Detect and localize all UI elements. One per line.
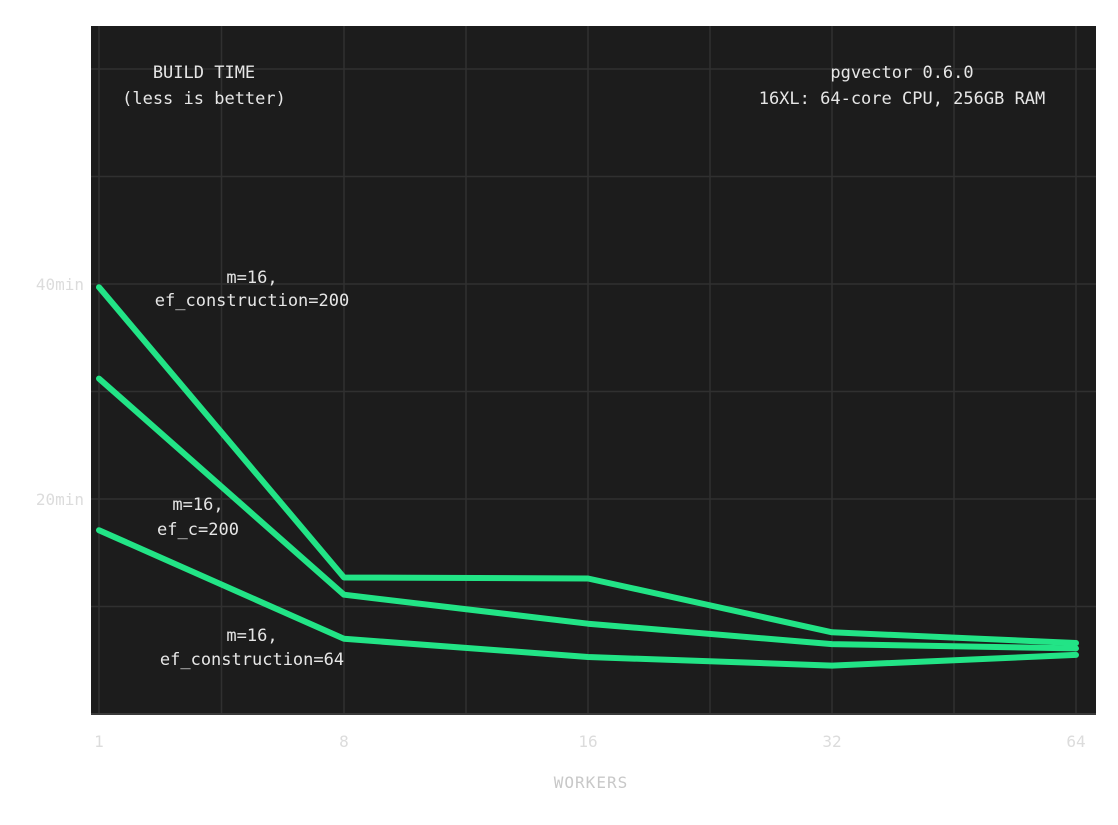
chart-info-line-2: 16XL: 64-core CPU, 256GB RAM <box>759 89 1046 109</box>
y-tick-label-40min: 40min <box>36 275 84 294</box>
series-lines <box>96 284 1079 669</box>
x-tick-label-8: 8 <box>339 732 349 751</box>
x-tick-label-1: 1 <box>94 732 104 751</box>
x-tick-label-64: 64 <box>1066 732 1085 751</box>
series-line-1 <box>96 284 1079 646</box>
chart-title: BUILD TIME <box>153 63 255 83</box>
series-label-2-line-2: ef_c=200 <box>157 520 239 540</box>
series-line-3 <box>96 527 1079 669</box>
series-label-3-line-2: ef_construction=64 <box>160 650 344 670</box>
plot-background <box>91 26 1096 714</box>
x-axis-label: WORKERS <box>554 773 628 792</box>
grid-lines <box>91 26 1096 714</box>
x-tick-label-32: 32 <box>822 732 841 751</box>
y-tick-labels: 20min 40min <box>36 275 84 509</box>
series-label-2-line-1: m=16, <box>172 495 223 515</box>
chart-subtitle: (less is better) <box>122 89 286 109</box>
x-tick-labels: 1 8 16 32 64 <box>94 732 1085 751</box>
chart-info-line-1: pgvector 0.6.0 <box>830 63 973 83</box>
y-tick-label-20min: 20min <box>36 490 84 509</box>
series-line-2 <box>96 375 1079 652</box>
x-tick-label-16: 16 <box>578 732 597 751</box>
series-label-1-line-2: ef_construction=200 <box>155 291 349 311</box>
series-label-1-line-1: m=16, <box>226 268 277 288</box>
series-label-3-line-1: m=16, <box>226 626 277 646</box>
